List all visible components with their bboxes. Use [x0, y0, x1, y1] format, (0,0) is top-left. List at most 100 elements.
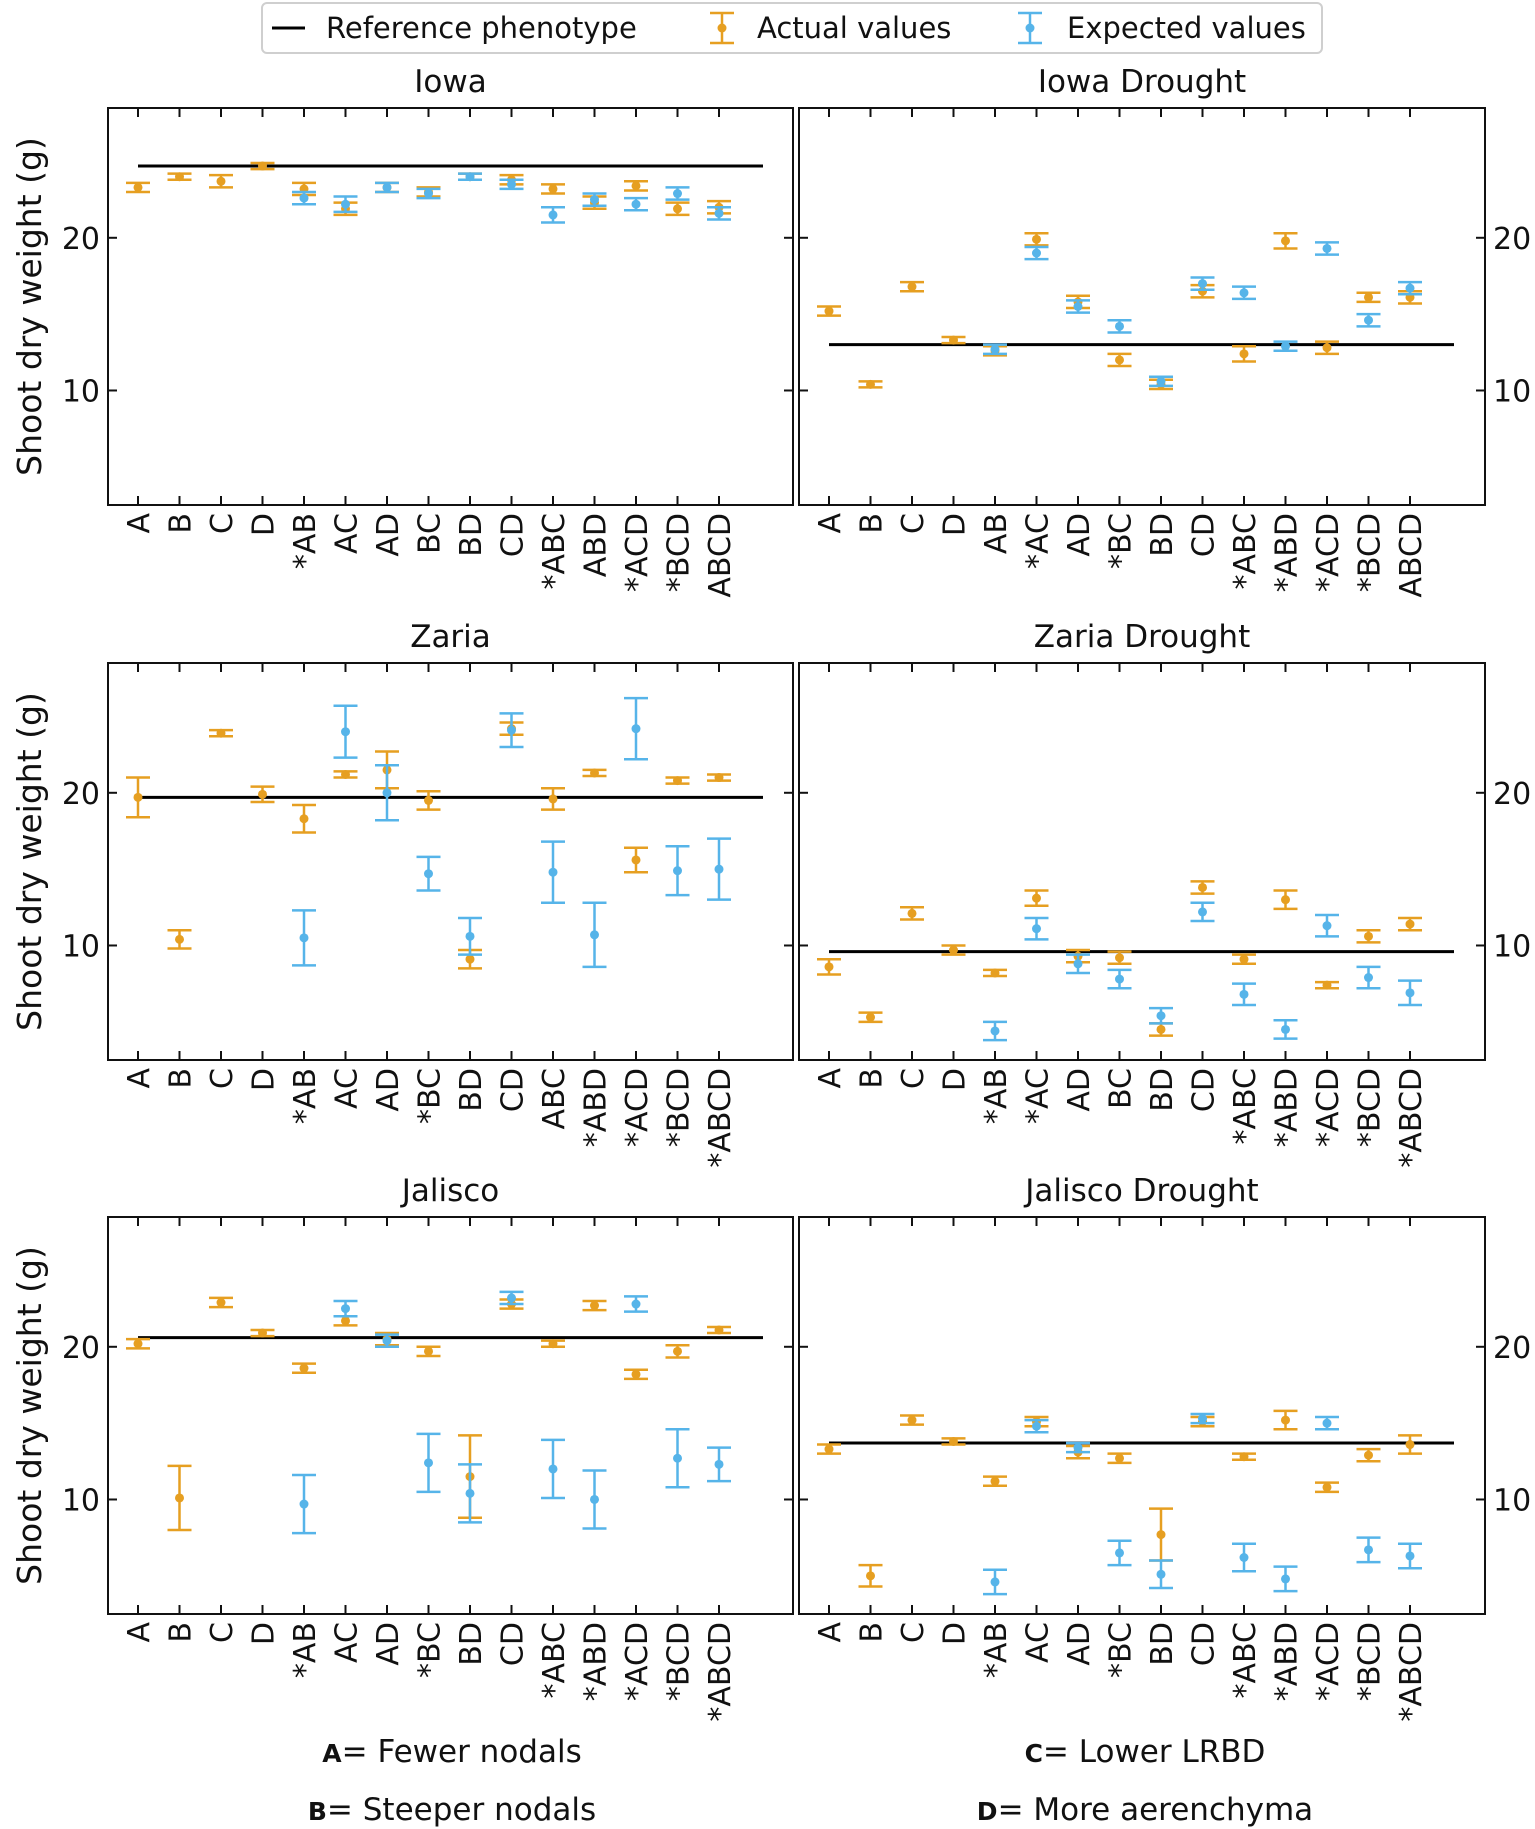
expected-errorbar — [983, 1568, 1007, 1596]
expected-errorbar-point — [1239, 989, 1249, 999]
x-tick-label: *BCD — [662, 1068, 697, 1147]
actual-errorbar-point — [907, 908, 917, 918]
actual-errorbar-point — [866, 379, 875, 389]
expected-errorbar-point — [1322, 243, 1332, 253]
actual-errorbar — [1398, 916, 1422, 932]
expected-errorbar — [582, 192, 607, 207]
expected-errorbar-point — [1073, 1443, 1083, 1453]
expected-errorbar — [1024, 245, 1049, 261]
actual-errorbar-point — [1239, 954, 1249, 964]
y-tick-label: 10 — [62, 374, 100, 409]
actual-errorbar-point — [1364, 931, 1373, 941]
actual-errorbar-point — [631, 181, 641, 191]
x-tick-label: A — [122, 1068, 157, 1089]
x-tick-label: *BCD — [662, 1622, 697, 1701]
expected-errorbar — [333, 704, 358, 759]
expected-errorbar-point — [673, 1453, 682, 1463]
actual-errorbar — [333, 769, 358, 779]
actual-errorbar — [292, 803, 316, 834]
expected-errorbar — [1398, 280, 1422, 296]
key-letter: B — [308, 1797, 327, 1826]
actual-errorbar-point — [824, 962, 834, 972]
x-tick-label: D — [938, 1068, 973, 1091]
expected-errorbar-point — [341, 1304, 350, 1314]
key-letter: A — [322, 1739, 342, 1768]
actual-errorbar-point — [548, 184, 558, 194]
actual-errorbar-point — [341, 1316, 350, 1326]
expected-errorbar — [983, 1020, 1007, 1042]
expected-errorbar-point — [1364, 1545, 1373, 1555]
expected-errorbar-point — [714, 208, 724, 218]
expected-errorbar — [541, 206, 565, 224]
x-tick-label: *ABC — [537, 1622, 572, 1699]
x-tick-label: *BC — [1104, 1622, 1139, 1678]
legend: Reference phenotype Actual values Expected… — [261, 2, 1323, 54]
expected-errorbar-point — [990, 1026, 1000, 1036]
actual-errorbar — [416, 790, 441, 811]
expected-errorbar-point — [990, 1577, 1000, 1587]
actual-errorbar — [292, 1362, 316, 1374]
actual-errorbar — [900, 906, 924, 921]
y-tick-label: 10 — [1493, 1483, 1531, 1518]
key-entry: C= Lower LRBD — [1025, 1734, 1266, 1770]
expected-errorbar — [1024, 916, 1049, 941]
actual-errorbar — [126, 776, 150, 819]
actual-errorbar-point — [949, 335, 958, 345]
x-tick-label: *BCD — [1353, 513, 1388, 592]
actual-errorbar-point — [216, 1298, 226, 1308]
actual-errorbar-point — [866, 1012, 875, 1022]
expected-errorbar-point — [1405, 1551, 1415, 1561]
actual-errorbar-point — [714, 1325, 724, 1335]
x-tick-label: C — [205, 1068, 240, 1089]
x-tick-label: *AB — [288, 1622, 323, 1678]
y-tick-label: 10 — [62, 1483, 100, 1518]
x-tick-label: *ABC — [1228, 1622, 1263, 1699]
panel-title: Iowa Drought — [1038, 64, 1246, 100]
panel-frame — [798, 662, 1486, 1061]
expected-errorbar-point — [424, 189, 433, 199]
actual-errorbar-point — [907, 282, 917, 292]
key-text: = Steeper nodals — [327, 1792, 596, 1828]
expected-errorbar-point — [631, 1299, 641, 1309]
expected-errorbar — [582, 901, 607, 969]
actual-errorbar-point — [824, 1444, 834, 1454]
panel-title: Zaria Drought — [1034, 619, 1250, 655]
actual-errorbar-point — [1281, 236, 1290, 246]
x-tick-label: BC — [1104, 1068, 1139, 1109]
x-tick-label: *ABCD — [703, 1622, 738, 1722]
expected-errorbar-point — [1156, 376, 1166, 386]
x-tick-label: ABC — [537, 1068, 572, 1130]
actual-errorbar — [416, 1345, 441, 1358]
x-tick-label: CD — [1187, 513, 1222, 557]
expected-errorbar-point — [1198, 907, 1207, 917]
expected-errorbar — [707, 837, 731, 901]
x-tick-label: *AB — [288, 1068, 323, 1124]
x-tick-label: *ABC — [1228, 1068, 1263, 1145]
legend-errorbar-point — [717, 23, 727, 33]
x-tick-label: B — [855, 513, 890, 534]
actual-errorbar — [582, 1299, 607, 1312]
x-tick-label: AD — [1062, 1622, 1097, 1666]
expected-errorbar-point — [382, 1336, 392, 1346]
expected-errorbar — [1232, 285, 1256, 301]
panel-title: Zaria — [410, 619, 491, 655]
actual-errorbar — [541, 183, 565, 195]
actual-errorbar — [541, 1339, 565, 1349]
x-tick-label: *ACD — [620, 513, 655, 592]
expected-errorbar — [541, 1438, 565, 1500]
expected-errorbar-point — [299, 193, 309, 203]
expected-errorbar-point — [548, 210, 558, 220]
expected-errorbar — [1107, 968, 1132, 990]
x-tick-label: BD — [1145, 513, 1180, 557]
actual-errorbar-point — [990, 1476, 1000, 1486]
actual-errorbar — [1273, 1409, 1298, 1431]
x-tick-label: *ABC — [537, 513, 572, 590]
legend-box — [261, 2, 1323, 54]
expected-errorbar-point — [424, 869, 433, 879]
x-tick-label: *ABC — [1228, 513, 1263, 590]
